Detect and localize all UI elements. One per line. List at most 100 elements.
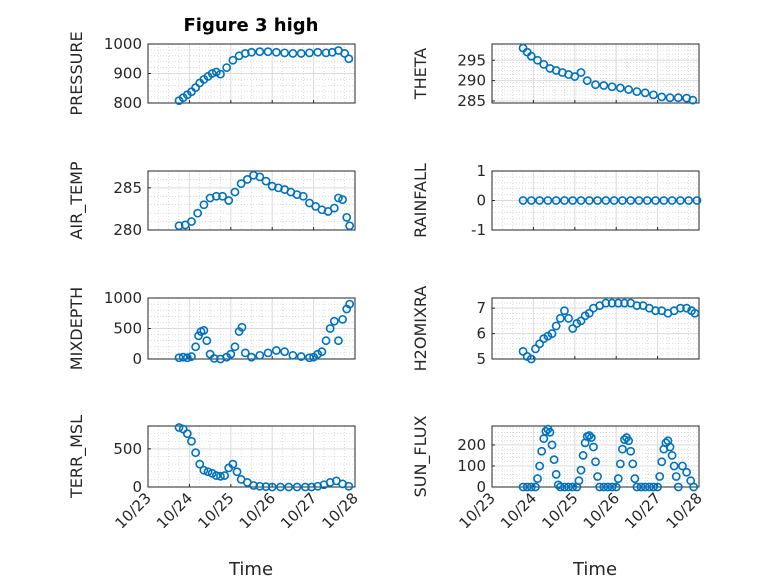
data-point bbox=[240, 49, 250, 58]
data-point bbox=[191, 342, 201, 352]
y-axis-label: PRESSURE bbox=[67, 31, 86, 115]
data-point bbox=[564, 313, 573, 323]
data-point bbox=[329, 316, 339, 326]
data-point bbox=[539, 59, 549, 69]
data-point bbox=[199, 200, 209, 210]
data-point bbox=[247, 47, 256, 57]
data-point bbox=[338, 195, 347, 205]
data-point bbox=[218, 191, 227, 201]
x-tick-label: 10/27 bbox=[277, 489, 320, 532]
x-tick-label: 10/28 bbox=[663, 489, 706, 532]
data-point bbox=[560, 196, 569, 205]
data-point bbox=[547, 329, 557, 338]
data-point bbox=[651, 306, 660, 316]
x-tick-label: 10/27 bbox=[621, 489, 664, 532]
data-point bbox=[202, 336, 212, 346]
data-point bbox=[230, 342, 240, 352]
data-point bbox=[601, 298, 611, 308]
panel-pressure: 800 900 1000 PRESSURE bbox=[67, 31, 356, 116]
data-point bbox=[593, 472, 602, 481]
y-tick-label: 0 bbox=[476, 478, 486, 496]
data-point bbox=[611, 482, 621, 492]
data-point bbox=[533, 55, 542, 65]
figure-title: Figure 3 high bbox=[184, 15, 319, 36]
data-point bbox=[237, 322, 247, 332]
data-point bbox=[615, 459, 625, 469]
data-point bbox=[634, 196, 644, 205]
data-point bbox=[261, 482, 271, 492]
data-point bbox=[203, 467, 213, 477]
data-point bbox=[537, 446, 547, 456]
data-point bbox=[682, 467, 691, 477]
data-point bbox=[535, 196, 545, 205]
data-point bbox=[255, 350, 265, 360]
data-point bbox=[591, 457, 600, 467]
x-axis-label-right: Time bbox=[572, 559, 617, 580]
data-point bbox=[599, 482, 609, 492]
y-tick-label: 900 bbox=[113, 65, 142, 83]
data-point bbox=[207, 69, 217, 78]
data-point bbox=[543, 196, 553, 205]
data-point bbox=[582, 76, 592, 86]
data-point bbox=[564, 482, 573, 492]
data-point bbox=[678, 461, 687, 471]
x-tick-label: 10/26 bbox=[236, 489, 279, 532]
data-point bbox=[526, 354, 536, 364]
data-point bbox=[187, 352, 196, 361]
data-point bbox=[576, 68, 586, 77]
data-point bbox=[209, 353, 219, 363]
data-point bbox=[305, 353, 314, 363]
data-point bbox=[673, 93, 683, 103]
data-point bbox=[671, 472, 681, 481]
data-point bbox=[595, 482, 605, 492]
data-point bbox=[174, 221, 184, 231]
data-point bbox=[667, 451, 677, 460]
data-point bbox=[649, 482, 658, 492]
data-point bbox=[199, 325, 209, 335]
data-point bbox=[665, 93, 675, 103]
data-point bbox=[187, 217, 196, 226]
data-point bbox=[551, 321, 561, 331]
data-point bbox=[607, 82, 617, 92]
data-point bbox=[632, 87, 642, 97]
y-tick-label: 0 bbox=[476, 192, 486, 210]
data-point bbox=[305, 48, 314, 58]
data-point bbox=[620, 435, 629, 445]
data-point bbox=[570, 72, 580, 81]
data-point bbox=[636, 482, 646, 492]
data-point bbox=[599, 81, 609, 90]
data-point bbox=[607, 482, 617, 492]
data-point bbox=[342, 212, 352, 222]
data-point bbox=[586, 433, 596, 442]
y-axis-label: H2OMIXRA bbox=[411, 286, 430, 372]
data-point bbox=[682, 303, 691, 313]
data-point bbox=[568, 482, 578, 492]
data-point bbox=[651, 196, 660, 205]
x-tick-label: 10/26 bbox=[580, 489, 623, 532]
data-point bbox=[216, 69, 225, 79]
data-point bbox=[211, 67, 221, 77]
x-tick-label: 10/24 bbox=[497, 489, 540, 532]
panel-air-temp: 280 285 AIR_TEMP bbox=[67, 161, 356, 240]
data-point bbox=[526, 196, 536, 205]
data-point bbox=[187, 436, 196, 446]
data-point bbox=[613, 474, 623, 483]
data-point bbox=[288, 350, 298, 360]
axis-frame bbox=[491, 43, 700, 104]
x-tick-label: 10/28 bbox=[319, 489, 362, 532]
data-point bbox=[182, 429, 192, 439]
data-point bbox=[574, 476, 584, 486]
data-point bbox=[522, 482, 532, 492]
data-point bbox=[576, 465, 586, 475]
data-point bbox=[292, 482, 302, 492]
data-point bbox=[673, 482, 683, 492]
data-point bbox=[657, 457, 667, 467]
data-point bbox=[284, 482, 294, 492]
panel-sun-flux: 010020010/2310/2410/2510/2610/2710/28SUN… bbox=[411, 416, 706, 533]
y-tick-label: 800 bbox=[113, 94, 142, 112]
data-point bbox=[199, 465, 209, 475]
data-point bbox=[535, 461, 545, 471]
y-tick-label: 1000 bbox=[104, 35, 142, 53]
data-point bbox=[344, 54, 354, 64]
data-point bbox=[640, 482, 650, 492]
